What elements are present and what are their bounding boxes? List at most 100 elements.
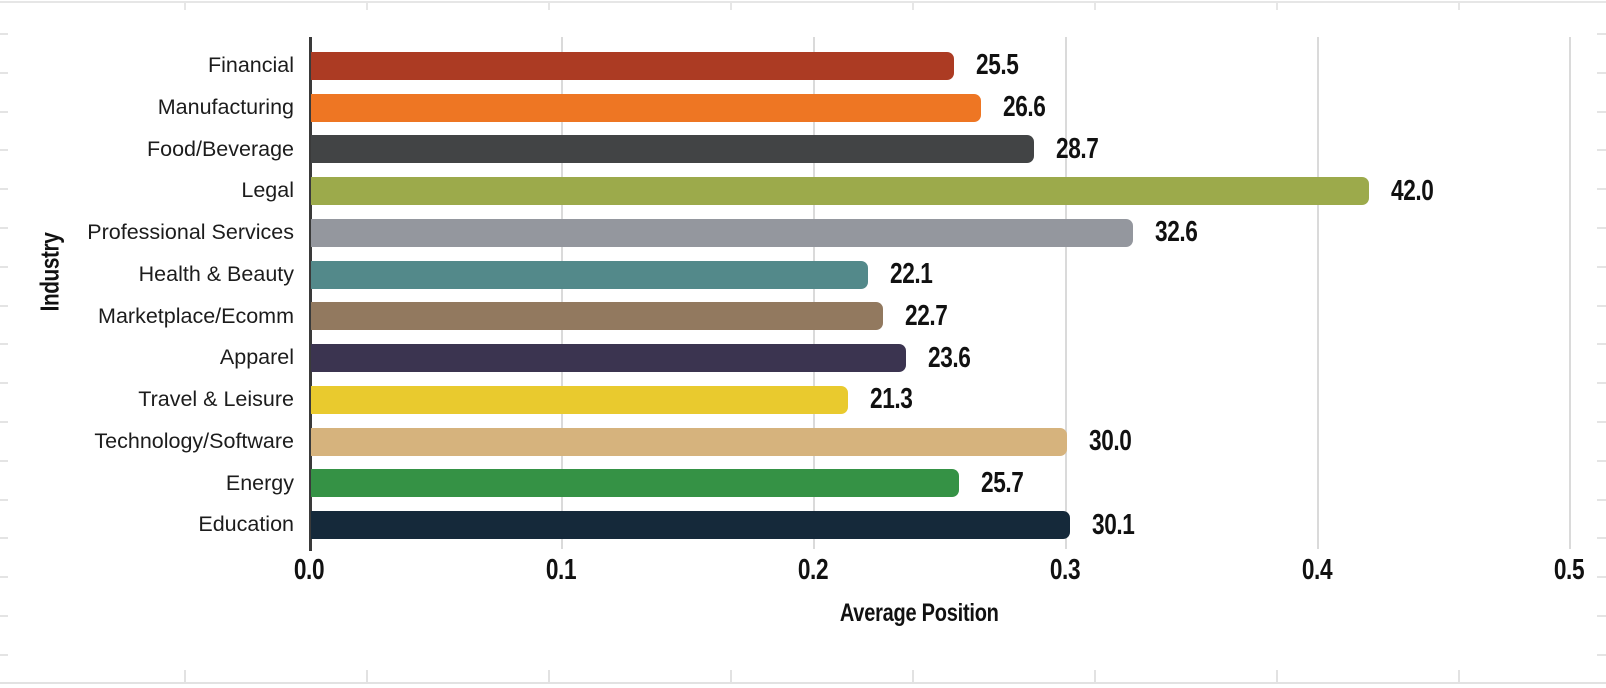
bar-marketplace-ecomm	[311, 302, 884, 331]
background-tick-mark	[1597, 343, 1606, 346]
background-tick-mark	[0, 421, 8, 423]
background-tick-mark	[1597, 498, 1606, 501]
bar-apparel	[311, 344, 906, 373]
x-axis-title: Average Position	[840, 599, 999, 627]
category-label: Health & Beauty	[138, 261, 294, 286]
x-tick-label: 0.1	[545, 554, 577, 586]
background-tick-mark	[730, 1, 732, 10]
background-bottom-axis-line	[0, 682, 1606, 684]
category-label: Food/Beverage	[146, 136, 294, 161]
background-tick-mark	[1458, 670, 1460, 684]
background-tick-mark	[0, 33, 8, 35]
background-tick-mark	[184, 670, 186, 684]
background-tick-mark	[1597, 188, 1606, 191]
x-tick-label: 0.2	[797, 554, 829, 586]
background-tick-mark	[730, 670, 732, 684]
background-tick-mark	[912, 670, 914, 684]
category-label: Financial	[207, 53, 294, 78]
x-tick-label: 0.4	[1301, 554, 1333, 586]
category-label: Manufacturing	[157, 94, 294, 119]
background-tick-mark	[0, 227, 8, 229]
category-label: Technology/Software	[94, 428, 294, 453]
x-axis-tick-labels: 0.0 0.1 0.2 0.3 0.4 0.5	[0, 554, 1606, 586]
category-label: Marketplace/Ecomm	[98, 303, 294, 328]
background-tick-mark	[1597, 421, 1606, 423]
background-tick-mark	[548, 670, 550, 684]
x-tick-label: 0.5	[1553, 554, 1585, 586]
category-label: Energy	[225, 470, 294, 495]
bar-legal	[311, 177, 1370, 206]
value-label: 21.3	[869, 383, 913, 416]
value-label: 28.7	[1056, 132, 1099, 165]
background-tick-mark	[0, 459, 8, 462]
bar-row: Manufacturing 26.6	[0, 87, 1606, 129]
bar-row: Apparel 23.6	[0, 337, 1606, 379]
bar-row: Technology/Software 30.0	[0, 421, 1606, 463]
category-label: Professional Services	[87, 220, 294, 245]
background-tick-mark	[1597, 304, 1606, 307]
bar-energy	[311, 469, 959, 498]
value-label: 23.6	[927, 341, 971, 374]
background-tick-mark	[1597, 265, 1606, 268]
value-label: 32.6	[1154, 216, 1198, 249]
background-tick-mark	[0, 110, 8, 113]
bar-row: Health & Beauty 22.1	[0, 254, 1606, 296]
gridline	[1569, 37, 1571, 549]
bar-row: Education 30.1	[0, 504, 1606, 546]
background-tick-mark	[0, 304, 8, 307]
background-tick-mark	[1597, 110, 1606, 113]
background-tick-mark	[0, 382, 8, 385]
background-tick-mark	[0, 71, 8, 74]
background-tick-mark	[1597, 615, 1606, 617]
gridline	[813, 37, 815, 549]
background-tick-mark	[1597, 382, 1606, 385]
gridline	[1065, 37, 1067, 549]
bar-row: Legal 42.0	[0, 170, 1606, 212]
value-label: 25.7	[980, 466, 1024, 499]
background-tick-mark	[1597, 576, 1606, 579]
value-label: 22.1	[889, 258, 933, 291]
background-tick-mark	[1276, 670, 1278, 684]
bar-travel-leisure	[311, 385, 848, 414]
category-label: Apparel	[219, 345, 294, 370]
y-axis-line	[309, 37, 312, 551]
background-tick-mark	[0, 653, 8, 656]
category-label: Education	[198, 512, 294, 537]
background-tick-mark	[0, 615, 8, 617]
bar-row: Travel & Leisure 21.3	[0, 379, 1606, 421]
bar-food-beverage	[311, 135, 1035, 164]
gridline	[1317, 37, 1319, 549]
background-tick-mark	[1276, 1, 1278, 10]
category-label: Travel & Leisure	[138, 387, 294, 412]
bar-row: Professional Services 32.6	[0, 212, 1606, 254]
background-tick-mark	[1094, 670, 1096, 684]
bar-health-beauty	[311, 260, 868, 289]
bar-row: Marketplace/Ecomm 22.7	[0, 296, 1606, 338]
category-label: Legal	[241, 178, 294, 203]
bar-manufacturing	[311, 93, 982, 122]
background-tick-mark	[912, 1, 914, 10]
plot-area	[309, 37, 1571, 551]
background-tick-mark	[1094, 1, 1096, 10]
bar-row: Financial 25.5	[0, 45, 1606, 87]
x-axis-title-wrap: Average Position	[309, 601, 1530, 626]
bar-professional-services	[311, 218, 1133, 247]
background-tick-mark	[0, 265, 8, 268]
bar-financial	[311, 51, 954, 80]
background-tick-mark	[184, 1, 186, 10]
background-tick-mark	[1597, 653, 1606, 656]
background-tick-mark	[1597, 149, 1606, 152]
value-label: 30.0	[1089, 425, 1132, 458]
x-tick-label: 0.3	[1049, 554, 1081, 586]
background-tick-mark	[1597, 33, 1606, 35]
background-tick-mark	[366, 1, 368, 10]
background-tick-mark	[0, 537, 8, 540]
background-tick-mark	[0, 576, 8, 579]
gridline	[561, 37, 563, 549]
background-tick-mark	[0, 188, 8, 191]
background-tick-mark	[1597, 71, 1606, 74]
bar-rows: Financial 25.5 Manufacturing 26.6 Food/B…	[0, 45, 1606, 546]
background-tick-mark	[1458, 1, 1460, 10]
value-label: 25.5	[975, 49, 1019, 82]
